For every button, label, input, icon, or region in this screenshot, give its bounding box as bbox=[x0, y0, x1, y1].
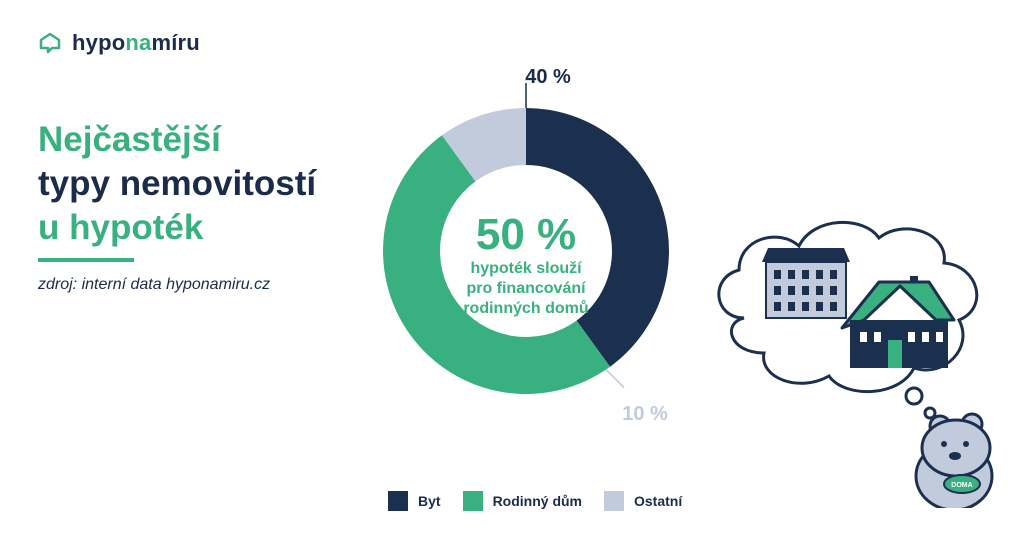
title-line-3: u hypoték bbox=[38, 208, 204, 247]
apartment-icon bbox=[762, 248, 850, 319]
legend-swatch-byt bbox=[388, 491, 408, 511]
house-chat-icon bbox=[39, 32, 61, 54]
slice-byt bbox=[526, 108, 669, 367]
family-house-icon bbox=[840, 276, 956, 368]
legend-swatch-ostatni bbox=[604, 491, 624, 511]
logo-text: hyponamíru bbox=[72, 30, 200, 55]
thought-bubble-illustration: DOMA bbox=[717, 220, 994, 508]
center-caption-line-1: hypoték slouží bbox=[470, 260, 582, 277]
thought-dot bbox=[904, 386, 924, 406]
slice-rodinny-dum bbox=[383, 135, 611, 394]
thought-dot bbox=[923, 406, 937, 420]
chart-legend: Byt Rodinný dům Ostatní bbox=[388, 491, 682, 511]
leader-line-ostatni bbox=[605, 369, 625, 389]
legend-label: Byt bbox=[418, 493, 441, 509]
legend-item-dum: Rodinný dům bbox=[462, 491, 582, 511]
donut-chart: 40 % 10 % 50 %hypoték slouží pro financován… bbox=[383, 66, 669, 425]
legend-label: Ostatní bbox=[634, 493, 683, 509]
center-value: 50 % bbox=[476, 210, 576, 259]
data-label-ostatni: 10 % bbox=[622, 403, 668, 425]
legend-item-ostatni: Ostatní bbox=[604, 491, 682, 511]
bear-mascot: DOMA bbox=[914, 412, 994, 508]
center-caption-line-2: pro financování bbox=[466, 280, 586, 297]
legend-swatch-dum bbox=[462, 491, 483, 511]
title-underline bbox=[38, 258, 134, 262]
brand-logo: hyponamíru bbox=[38, 30, 200, 56]
data-label-byt: 40 % bbox=[525, 66, 571, 88]
title-line-2: typy nemovitostí bbox=[38, 164, 317, 203]
legend-label: Rodinný dům bbox=[492, 493, 582, 509]
source-note: zdroj: interní data hyponamiru.cz bbox=[38, 276, 271, 293]
mascot-badge-text: DOMA bbox=[951, 482, 972, 489]
page-title: Nejčastější typy nemovitostí u hypoték bbox=[38, 118, 316, 250]
slice-ostatni bbox=[441, 108, 526, 182]
title-line-1: Nejčastější bbox=[38, 120, 221, 159]
center-caption-line-3: rodinných domů bbox=[463, 300, 588, 317]
legend-item-byt: Byt bbox=[388, 491, 441, 511]
